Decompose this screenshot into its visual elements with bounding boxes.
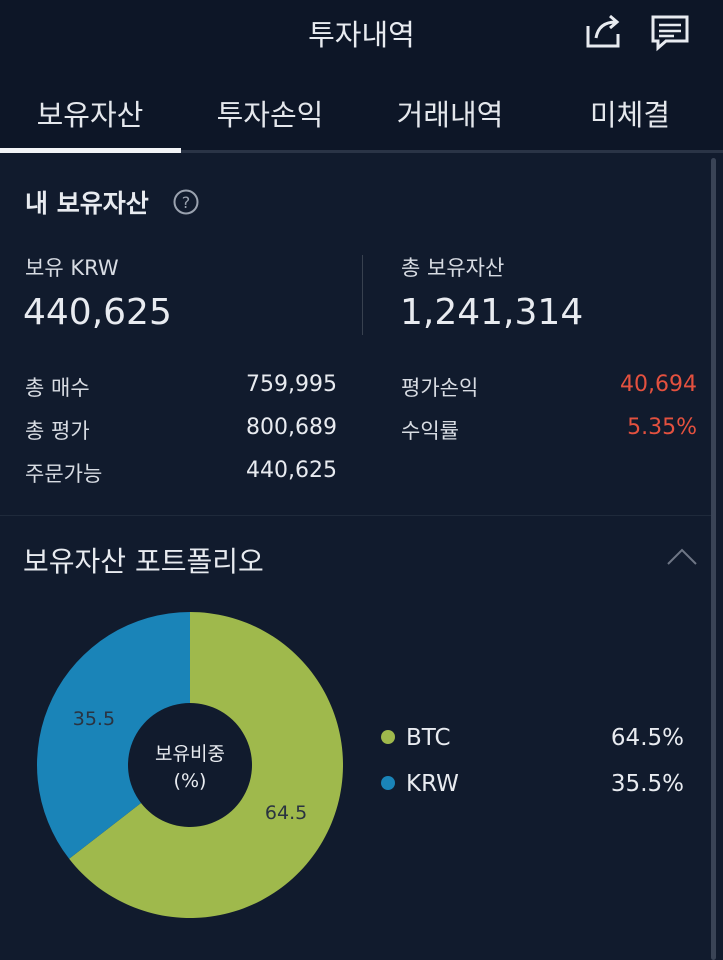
row-label: 주문가능 bbox=[25, 462, 103, 486]
scrollbar bbox=[711, 158, 716, 960]
row-value: 40,694 bbox=[620, 372, 697, 397]
legend-value: 64.5% bbox=[611, 725, 684, 751]
legend-value: 35.5% bbox=[611, 771, 684, 797]
legend-name: BTC bbox=[406, 725, 451, 751]
tab-indicator bbox=[0, 148, 181, 153]
divider bbox=[362, 255, 363, 335]
row-value: 759,995 bbox=[246, 372, 337, 397]
share-icon[interactable] bbox=[584, 12, 624, 50]
legend-dot bbox=[381, 776, 395, 790]
row-value: 5.35% bbox=[627, 415, 697, 440]
tab-divider bbox=[0, 150, 723, 153]
center-label: (%) bbox=[174, 770, 207, 792]
help-icon[interactable]: ? bbox=[172, 188, 200, 216]
header-title: 투자내역 bbox=[308, 18, 415, 52]
chat-icon[interactable] bbox=[650, 14, 690, 52]
krw-label: 보유 KRW bbox=[25, 256, 119, 280]
portfolio-title: 보유자산 포트폴리오 bbox=[23, 545, 264, 578]
row-label: 총 매수 bbox=[25, 376, 90, 400]
row-label: 총 평가 bbox=[25, 419, 90, 443]
total-value: 1,241,314 bbox=[400, 292, 584, 333]
krw-value: 440,625 bbox=[23, 292, 172, 333]
svg-text:?: ? bbox=[182, 193, 191, 212]
section-divider bbox=[0, 515, 711, 516]
slice-label: 35.5 bbox=[73, 708, 115, 730]
center-label: 보유비중 bbox=[155, 743, 225, 765]
row-value: 440,625 bbox=[246, 458, 337, 483]
tab[interactable]: 보유자산 bbox=[36, 98, 144, 132]
row-value: 800,689 bbox=[246, 415, 337, 440]
section-title: 내 보유자산 bbox=[25, 189, 149, 218]
tab[interactable]: 미체결 bbox=[589, 98, 671, 132]
row-label: 수익률 bbox=[401, 419, 459, 443]
pie-slice bbox=[69, 612, 343, 918]
legend-dot bbox=[381, 730, 395, 744]
tab[interactable]: 투자손익 bbox=[216, 98, 324, 132]
pie-slice bbox=[37, 612, 190, 859]
slice-label: 64.5 bbox=[265, 802, 307, 824]
row-label: 평가손익 bbox=[401, 376, 479, 400]
total-label: 총 보유자산 bbox=[401, 256, 505, 280]
legend-name: KRW bbox=[406, 771, 459, 797]
pie-chart: 64.5 BTC 64.5% 35.5 KRW 35.5% 보유비중 (%) bbox=[37, 612, 684, 918]
collapse-icon[interactable] bbox=[666, 546, 698, 566]
tab[interactable]: 거래내역 bbox=[396, 98, 504, 132]
